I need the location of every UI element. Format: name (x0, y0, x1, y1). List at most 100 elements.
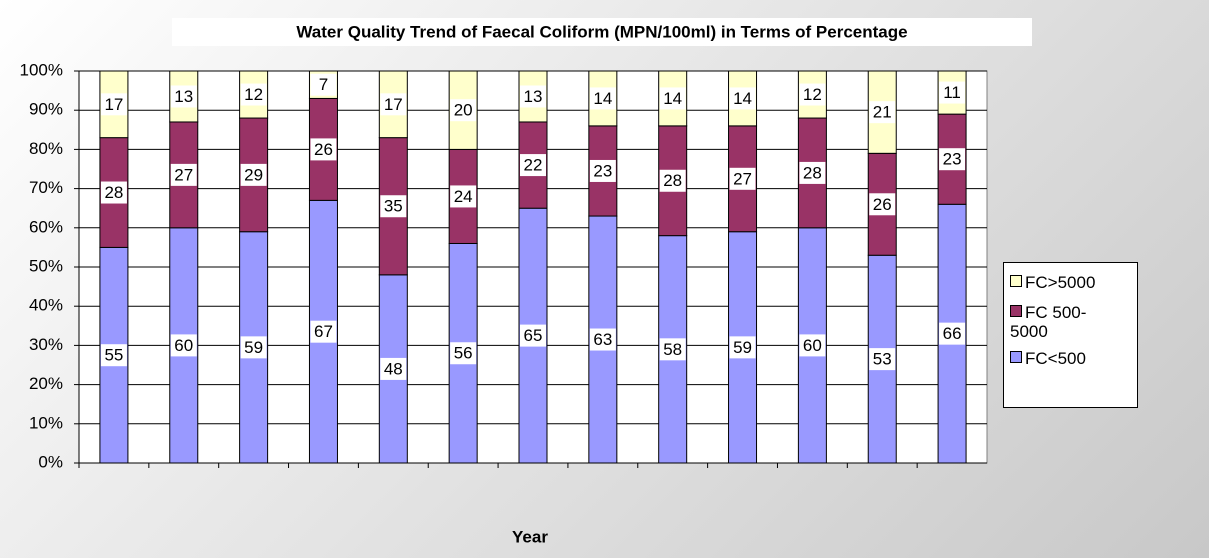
value-label: 27 (733, 169, 752, 188)
value-label-bg (589, 87, 616, 110)
value-label: 14 (733, 89, 752, 108)
y-tick-label: 50% (29, 256, 63, 275)
value-label-bg (100, 344, 127, 367)
legend-item: FC<500 (1010, 349, 1135, 368)
y-tick-label: 100% (20, 60, 63, 79)
value-label-bg (659, 87, 686, 110)
value-label: 11 (943, 83, 961, 102)
value-label: 14 (593, 89, 612, 108)
value-label-bg (939, 81, 966, 104)
value-label-bg (729, 336, 756, 359)
value-label: 7 (319, 75, 328, 94)
value-label-bg (729, 167, 756, 190)
value-label-bg (729, 87, 756, 110)
value-label-bg (869, 101, 896, 124)
value-label: 22 (524, 156, 543, 175)
value-label-bg (450, 185, 477, 208)
value-label-bg (100, 93, 127, 116)
value-label: 67 (314, 322, 333, 341)
value-label: 59 (733, 338, 752, 357)
value-label: 24 (454, 187, 473, 206)
legend-label: FC<500 (1025, 349, 1086, 368)
value-label-bg (240, 163, 267, 186)
value-label: 27 (174, 165, 193, 184)
value-label: 63 (593, 330, 612, 349)
value-label: 17 (384, 95, 403, 114)
value-label-bg (520, 324, 546, 347)
y-tick-label: 20% (29, 374, 63, 393)
value-label-bg (869, 193, 896, 216)
y-tick-label: 30% (29, 335, 63, 354)
y-tick-label: 80% (29, 139, 63, 158)
y-tick-label: 0% (38, 452, 63, 471)
y-tick-label: 90% (29, 100, 63, 119)
legend-label: FC>5000 (1025, 273, 1096, 292)
value-label: 23 (943, 150, 962, 169)
value-label-bg (240, 336, 267, 359)
value-label: 26 (314, 140, 333, 159)
legend-swatch (1010, 351, 1022, 363)
value-label-bg (380, 195, 407, 218)
y-tick-label: 70% (29, 178, 63, 197)
value-label-bg (799, 334, 826, 357)
value-label: 12 (803, 85, 822, 104)
value-label-bg (380, 93, 407, 116)
value-label: 28 (663, 171, 682, 190)
legend-item: FC 500-5000 (1010, 303, 1100, 341)
chart-title: Water Quality Trend of Faecal Coliform (… (296, 22, 907, 41)
value-label: 28 (803, 163, 822, 182)
value-label-bg (659, 169, 686, 192)
value-label-bg (450, 99, 477, 122)
value-label-bg (310, 73, 337, 96)
value-label-bg (799, 83, 826, 106)
legend-swatch (1010, 275, 1022, 287)
value-label: 20 (454, 101, 473, 120)
value-label: 21 (873, 103, 892, 122)
value-label-bg (310, 138, 337, 161)
x-axis-label: Year (512, 527, 548, 546)
value-label-bg (240, 83, 267, 106)
value-label-bg (869, 348, 896, 371)
value-label: 14 (663, 89, 682, 108)
value-label: 28 (104, 183, 123, 202)
value-label: 65 (524, 326, 543, 345)
value-label-bg (170, 85, 197, 108)
value-label: 35 (384, 197, 403, 216)
value-label: 60 (174, 336, 193, 355)
value-label: 23 (593, 161, 612, 180)
value-label-bg (939, 322, 966, 345)
value-label: 60 (803, 336, 822, 355)
legend: FC<500 FC 500-5000 FC>5000 (1003, 262, 1138, 408)
value-label: 53 (873, 350, 892, 369)
value-label-bg (589, 159, 616, 182)
value-label: 29 (244, 165, 263, 184)
value-label: 26 (873, 195, 892, 214)
value-label-bg (589, 328, 616, 351)
value-label-bg (100, 181, 127, 204)
value-label-bg (310, 320, 337, 343)
value-label-bg (380, 357, 407, 380)
value-label: 13 (174, 87, 193, 106)
value-label: 58 (663, 340, 682, 359)
legend-item: FC>5000 (1010, 273, 1135, 292)
value-label: 59 (244, 338, 263, 357)
value-label: 17 (104, 95, 123, 114)
value-label: 12 (244, 85, 263, 104)
value-label: 55 (104, 346, 123, 365)
y-tick-label: 40% (29, 296, 63, 315)
value-label-bg (450, 342, 477, 365)
value-label: 48 (384, 359, 403, 378)
value-label-bg (939, 148, 966, 171)
value-label: 13 (524, 87, 543, 106)
legend-label: FC 500-5000 (1010, 303, 1087, 341)
legend-swatch (1010, 305, 1022, 317)
y-tick-label: 60% (29, 217, 63, 236)
value-label-bg (170, 334, 197, 357)
value-label-bg (659, 338, 686, 361)
value-label: 56 (454, 344, 473, 363)
value-label-bg (520, 85, 546, 108)
value-label-bg (520, 154, 546, 177)
value-label-bg (799, 161, 826, 184)
